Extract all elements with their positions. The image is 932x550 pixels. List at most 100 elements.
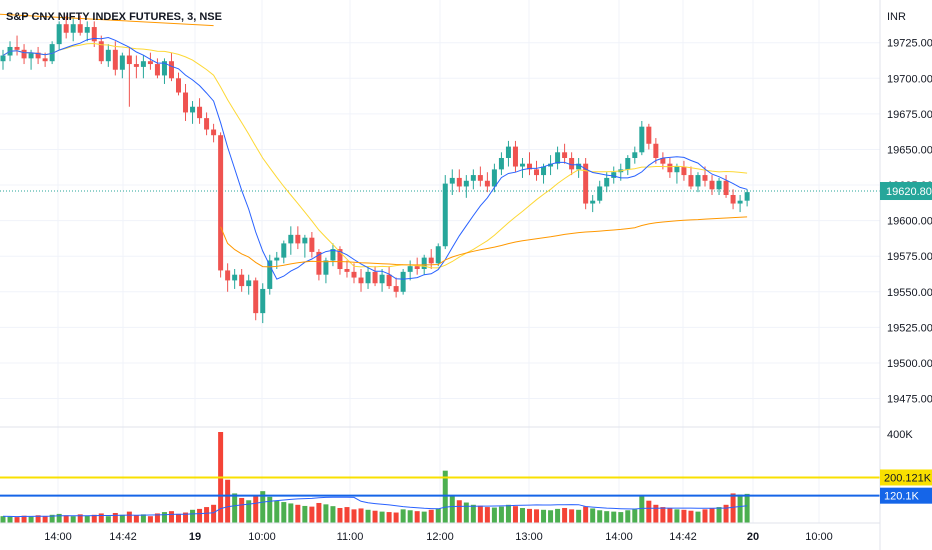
- volume-bar: [204, 507, 210, 523]
- candle-body: [442, 183, 448, 247]
- candle-body: [512, 146, 518, 167]
- candle-body: [112, 49, 118, 70]
- volume-bar: [154, 513, 160, 523]
- candle-body: [295, 234, 301, 244]
- time-axis[interactable]: 14:00 14:42 19 10:00 11:00 12:00 13:00 14:00 14:…: [44, 531, 833, 543]
- volume-bar: [681, 509, 687, 523]
- price-tick-label: 19525.00: [887, 322, 932, 334]
- candle-body: [190, 106, 196, 113]
- volume-bar: [147, 516, 153, 523]
- candle-body: [197, 106, 203, 119]
- candle-body: [309, 237, 315, 252]
- volume-pane: [0, 432, 880, 523]
- volume-bar: [709, 508, 715, 523]
- volume-bar: [512, 506, 518, 523]
- volume-bar: [56, 513, 62, 523]
- candle-body: [681, 166, 687, 176]
- volume-bar: [435, 508, 441, 523]
- volume-bar: [84, 515, 90, 523]
- volume-bar: [63, 515, 69, 523]
- candle-body: [246, 280, 252, 287]
- volume-bar: [323, 504, 329, 523]
- candle-body: [98, 41, 104, 62]
- volume-bar: [98, 513, 104, 523]
- price-tick-label: 19675.00: [887, 109, 932, 121]
- price-tick-label: 19600.00: [887, 216, 932, 228]
- candle-body: [77, 24, 83, 33]
- candle-body: [491, 169, 497, 187]
- candle-body: [63, 24, 69, 33]
- candle-body: [183, 92, 189, 113]
- volume-bar: [386, 512, 392, 523]
- time-tick-label: 14:42: [109, 531, 137, 543]
- candle-body: [239, 274, 245, 287]
- candle-body: [56, 24, 62, 45]
- candle-body: [91, 27, 97, 42]
- candle-body: [737, 200, 743, 204]
- candle-body: [274, 257, 280, 261]
- candle-body: [133, 64, 139, 67]
- volume-bar: [133, 515, 139, 523]
- candle-body: [414, 266, 420, 270]
- price-tick-label: 19475.00: [887, 394, 932, 406]
- candle-body: [126, 55, 132, 65]
- candle-body: [456, 177, 462, 187]
- volume-bar: [695, 511, 701, 523]
- candle-body: [84, 27, 90, 33]
- volume-bar: [407, 510, 413, 523]
- time-tick-label: 10:00: [248, 531, 276, 543]
- candle-body: [337, 249, 343, 270]
- volume-bar: [583, 506, 589, 523]
- candle-body: [49, 44, 55, 62]
- volume-bar: [225, 479, 231, 523]
- currency-label[interactable]: INR: [887, 11, 906, 23]
- time-tick-label: 11:00: [337, 531, 364, 543]
- volume-bar: [372, 510, 378, 523]
- volume-level-tag: [880, 469, 932, 486]
- candle-body: [176, 78, 181, 93]
- candle-body: [393, 286, 399, 292]
- volume-bar: [723, 504, 729, 523]
- symbol-title: S&P CNX NIFTY INDEX FUTURES, 3, NSE: [6, 11, 222, 23]
- volume-bar: [505, 504, 511, 523]
- candle-body: [154, 64, 160, 76]
- time-tick-label: 14:42: [669, 531, 697, 543]
- volume-axis[interactable]: 400K 200.121K 120.1K: [880, 429, 932, 504]
- candle-body: [569, 157, 575, 170]
- candle-body: [28, 52, 34, 59]
- slow-moving-average-line: [2, 42, 748, 269]
- candle-body: [323, 260, 329, 275]
- candle-body: [400, 271, 406, 292]
- volume-bar: [316, 502, 322, 523]
- volume-bar: [77, 514, 83, 523]
- candle-body: [253, 280, 259, 314]
- candle-body: [386, 274, 392, 287]
- candle-body: [14, 46, 20, 50]
- candle-body: [688, 175, 694, 187]
- candle-body: [105, 49, 111, 62]
- volume-bar: [112, 512, 118, 523]
- candle-body: [716, 180, 722, 190]
- volume-bar: [625, 510, 631, 523]
- candle-body: [702, 175, 708, 181]
- volume-bar: [168, 511, 174, 523]
- price-axis[interactable]: 19725.0019700.0019675.0019650.0019625.00…: [880, 38, 932, 406]
- candle-body: [204, 118, 210, 130]
- volume-bar: [105, 516, 111, 523]
- volume-bar: [667, 508, 673, 523]
- volume-bar: [365, 509, 371, 523]
- candle-body: [527, 163, 532, 170]
- time-tick-label: 19: [189, 531, 201, 543]
- volume-level-label: 120.1K: [884, 491, 920, 503]
- candle-body: [660, 157, 666, 164]
- price-tick-label: 19575.00: [887, 251, 932, 263]
- volume-bar: [183, 512, 189, 523]
- grid-lines: [0, 0, 880, 523]
- volume-bar: [639, 495, 645, 523]
- volume-bar: [744, 493, 750, 523]
- volume-bar: [281, 502, 287, 523]
- volume-bar: [119, 514, 125, 523]
- candle-body: [372, 271, 378, 284]
- volume-bar: [737, 494, 743, 523]
